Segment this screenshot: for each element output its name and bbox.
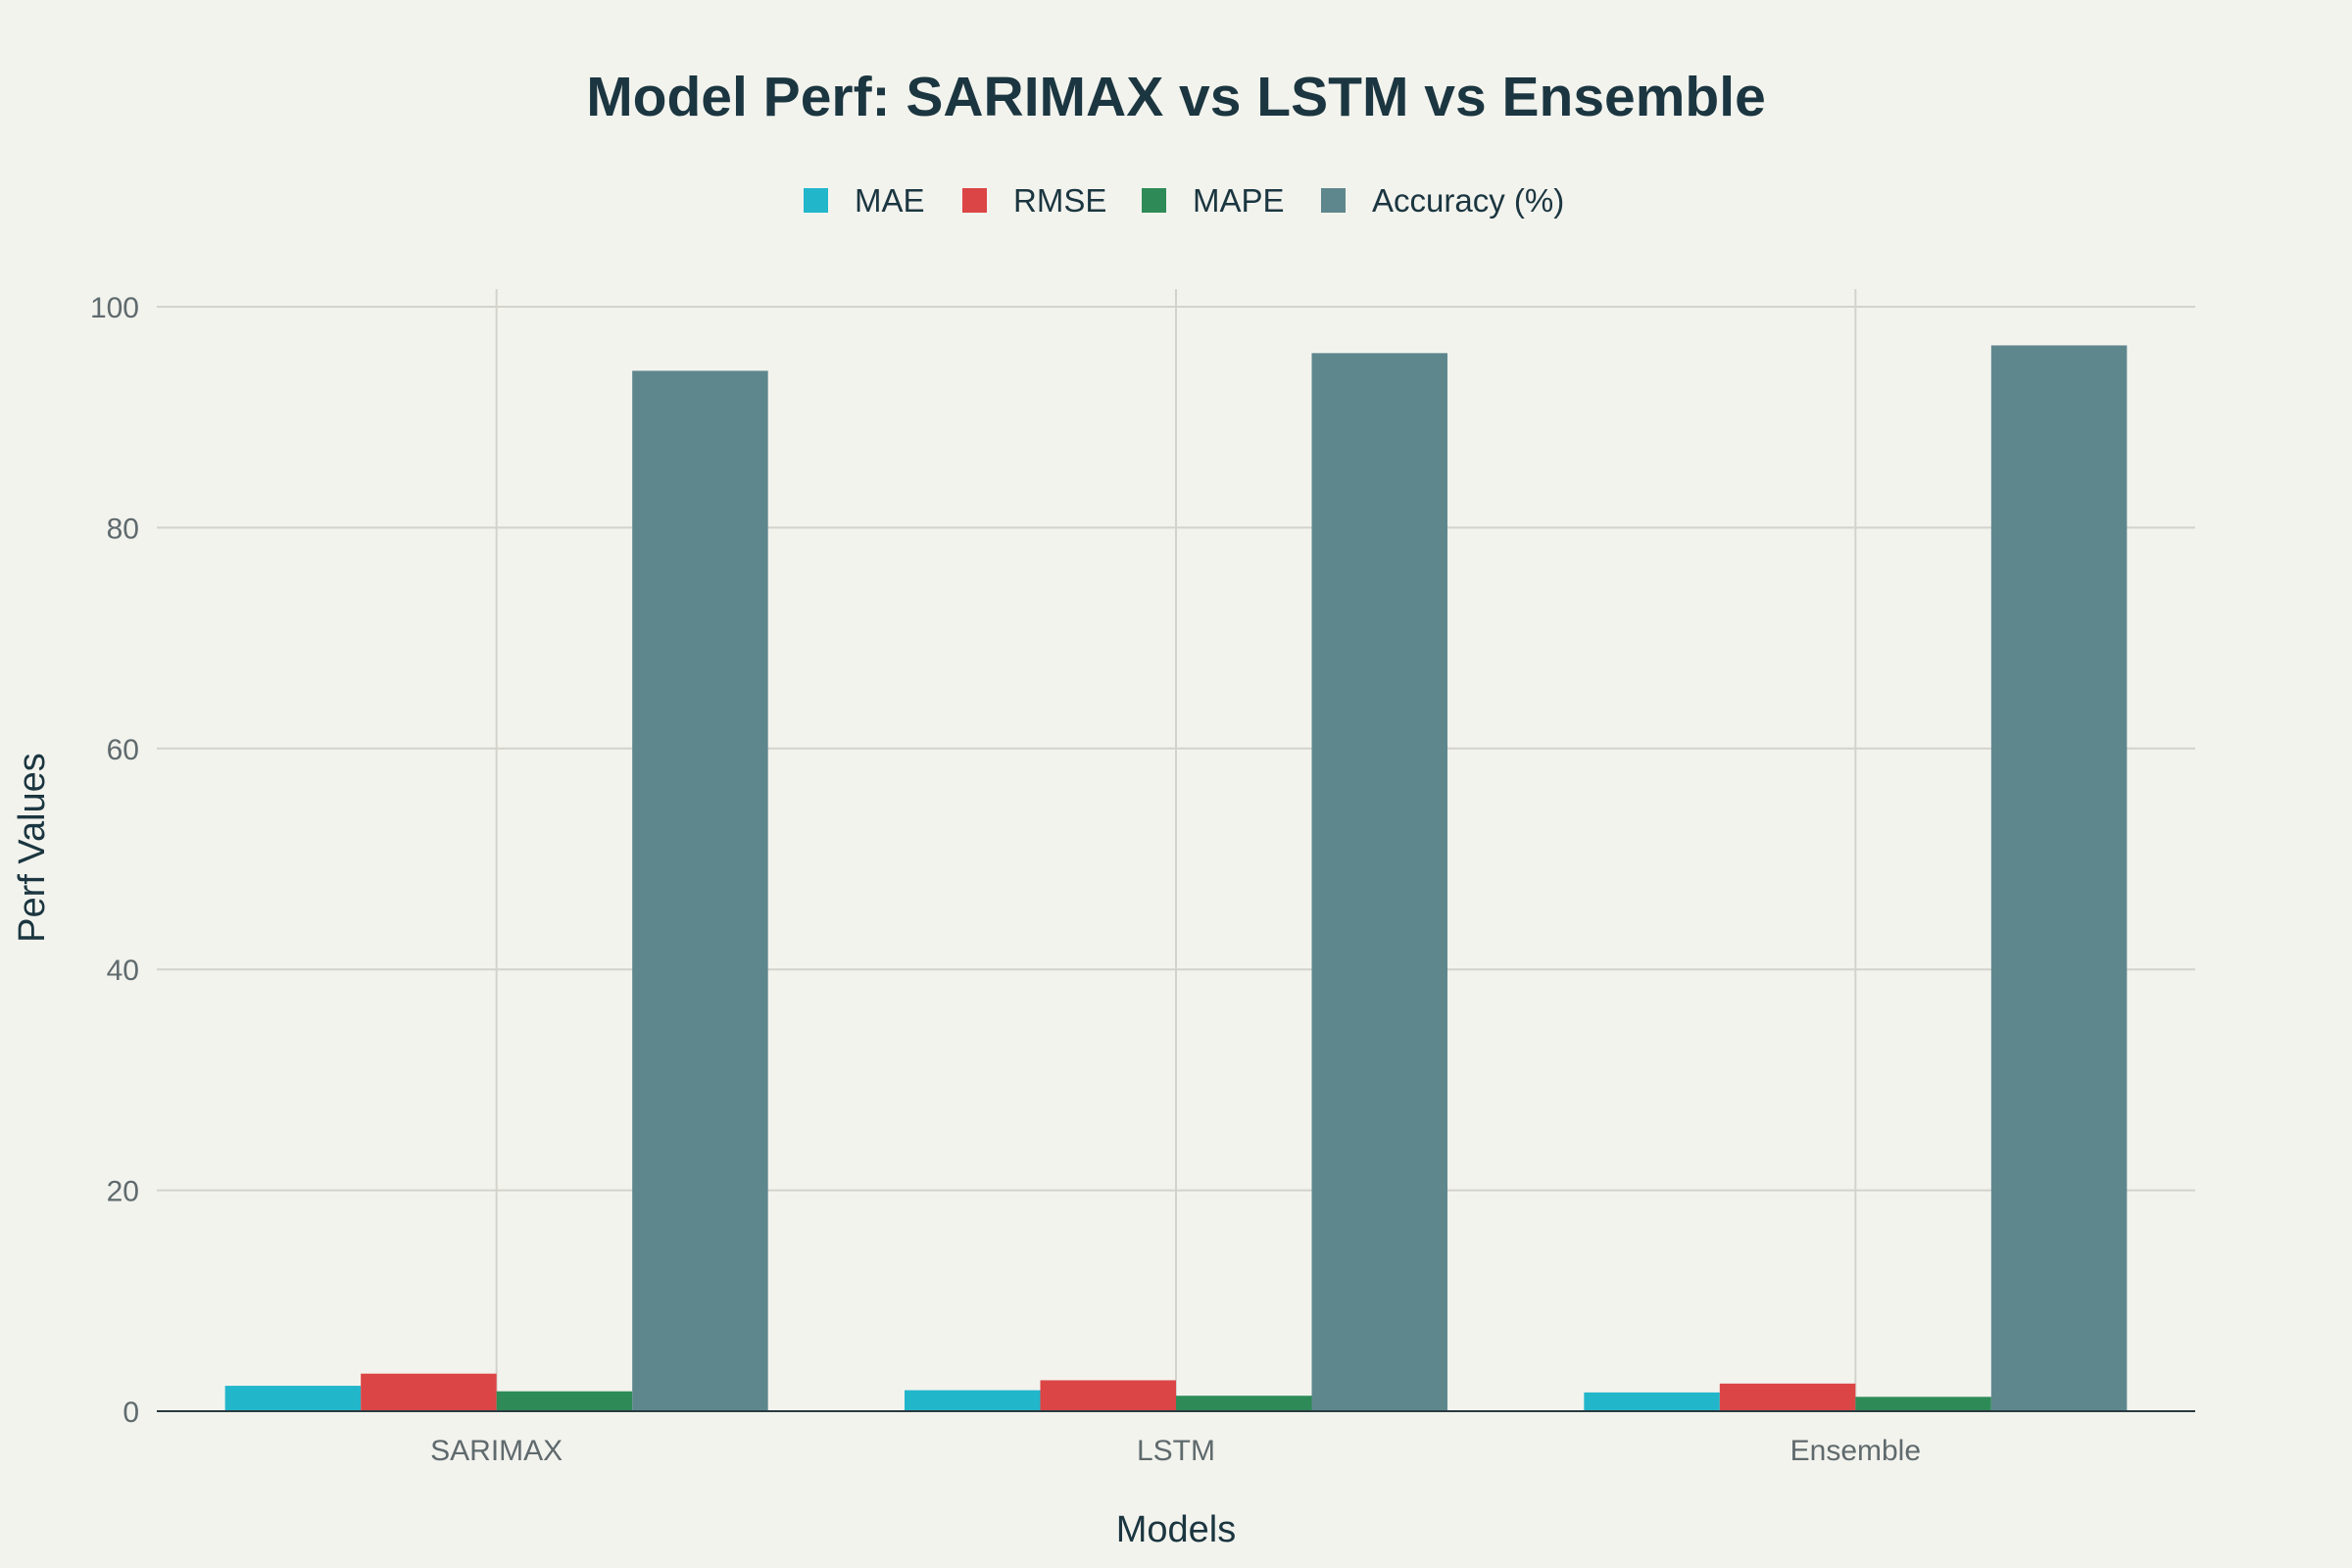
y-axis-ticks: 0 20 40 60 80 100 [90, 292, 139, 1429]
legend-item-accuracy: Accuracy (%) [1321, 182, 1564, 219]
bar-lstm-mape [1176, 1396, 1312, 1411]
x-tick-label-ensemble: Ensemble [1790, 1435, 1921, 1467]
bar-ensemble-rmse [1719, 1383, 1856, 1411]
legend-swatch-accuracy [1321, 188, 1346, 213]
y-tick-label-40: 40 [107, 955, 139, 987]
x-tick-label-sarimax: SARIMAX [430, 1435, 563, 1467]
bar-sarimax-rmse [361, 1373, 497, 1411]
legend-label-mae: MAE [855, 182, 925, 219]
legend-swatch-rmse [962, 188, 987, 213]
y-tick-label-100: 100 [90, 292, 139, 324]
bar-sarimax-accuracy [632, 370, 768, 1412]
y-axis-title: Perf Values [12, 753, 53, 943]
bar-lstm-mae [905, 1390, 1041, 1411]
x-axis-title: Models [1116, 1509, 1237, 1550]
legend-label-rmse: RMSE [1013, 182, 1106, 219]
bar-lstm-accuracy [1311, 353, 1447, 1412]
legend-label-accuracy: Accuracy (%) [1372, 182, 1564, 219]
bar-ensemble-mae [1584, 1392, 1720, 1411]
legend-item-mape: MAPE [1142, 182, 1285, 219]
y-tick-label-20: 20 [107, 1176, 139, 1208]
legend-item-mae: MAE [804, 182, 925, 219]
chart-title: Model Perf: SARIMAX vs LSTM vs Ensemble [586, 66, 1766, 128]
y-tick-label-0: 0 [122, 1396, 139, 1429]
bar-ensemble-mape [1855, 1396, 1991, 1411]
legend-swatch-mae [804, 188, 828, 213]
gridlines [157, 289, 2195, 1411]
bar-sarimax-mape [496, 1391, 633, 1411]
legend-label-mape: MAPE [1193, 182, 1285, 219]
bars [157, 345, 2195, 1412]
legend-item-rmse: RMSE [962, 182, 1106, 219]
legend-swatch-mape [1142, 188, 1166, 213]
legend: MAE RMSE MAPE Accuracy (%) [804, 182, 1564, 219]
bar-lstm-rmse [1040, 1380, 1176, 1411]
y-tick-label-80: 80 [107, 513, 139, 545]
y-tick-label-60: 60 [107, 734, 139, 766]
bar-ensemble-accuracy [1990, 345, 2128, 1411]
x-axis-ticks: SARIMAX LSTM Ensemble [430, 1435, 1921, 1467]
bar-sarimax-mae [224, 1386, 362, 1411]
x-tick-label-lstm: LSTM [1137, 1435, 1215, 1467]
